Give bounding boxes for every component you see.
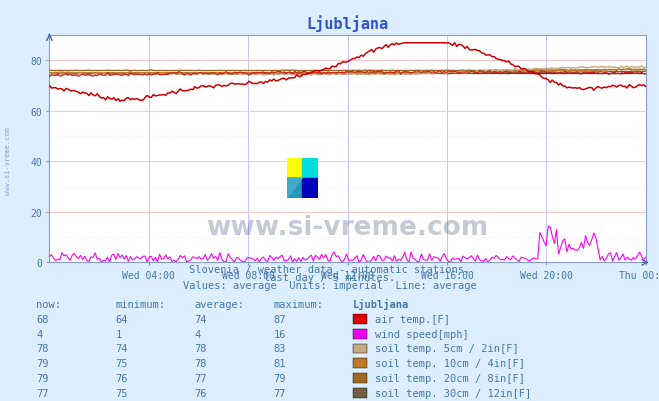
Text: 1: 1: [115, 329, 121, 339]
Text: 68: 68: [36, 314, 49, 324]
Text: 77: 77: [36, 388, 49, 398]
Text: 74: 74: [194, 314, 207, 324]
Text: 4: 4: [194, 329, 200, 339]
Text: 79: 79: [36, 373, 49, 383]
Text: now:: now:: [36, 299, 61, 309]
FancyBboxPatch shape: [353, 388, 367, 398]
FancyBboxPatch shape: [353, 358, 367, 369]
Text: 76: 76: [194, 388, 207, 398]
Text: 81: 81: [273, 358, 286, 369]
Text: 78: 78: [36, 344, 49, 354]
Text: 76: 76: [115, 373, 128, 383]
Text: 77: 77: [194, 373, 207, 383]
Text: soil temp. 5cm / 2in[F]: soil temp. 5cm / 2in[F]: [375, 344, 519, 354]
Text: www.si-vreme.com: www.si-vreme.com: [5, 126, 11, 194]
Text: 79: 79: [273, 373, 286, 383]
FancyBboxPatch shape: [353, 314, 367, 324]
FancyBboxPatch shape: [353, 344, 367, 354]
Text: 75: 75: [115, 358, 128, 369]
Title: Ljubljana: Ljubljana: [306, 15, 389, 32]
Text: soil temp. 10cm / 4in[F]: soil temp. 10cm / 4in[F]: [375, 358, 525, 369]
Bar: [287, 158, 302, 178]
Text: Values: average  Units: imperial  Line: average: Values: average Units: imperial Line: av…: [183, 280, 476, 290]
Text: Ljubljana: Ljubljana: [353, 298, 409, 310]
Text: 75: 75: [115, 388, 128, 398]
Text: soil temp. 30cm / 12in[F]: soil temp. 30cm / 12in[F]: [375, 388, 531, 398]
Text: 74: 74: [115, 344, 128, 354]
FancyBboxPatch shape: [353, 373, 367, 383]
Text: 83: 83: [273, 344, 286, 354]
Polygon shape: [287, 178, 302, 198]
Text: minimum:: minimum:: [115, 299, 165, 309]
Text: 4: 4: [36, 329, 42, 339]
Text: maximum:: maximum:: [273, 299, 324, 309]
Text: average:: average:: [194, 299, 244, 309]
Bar: [302, 178, 318, 198]
Text: 77: 77: [273, 388, 286, 398]
Bar: [302, 158, 318, 178]
Text: 87: 87: [273, 314, 286, 324]
Text: soil temp. 20cm / 8in[F]: soil temp. 20cm / 8in[F]: [375, 373, 525, 383]
Text: Slovenia / weather data - automatic stations.: Slovenia / weather data - automatic stat…: [189, 264, 470, 274]
Text: 78: 78: [194, 344, 207, 354]
Polygon shape: [287, 178, 302, 198]
Text: www.si-vreme.com: www.si-vreme.com: [206, 214, 489, 240]
Text: 79: 79: [36, 358, 49, 369]
Text: air temp.[F]: air temp.[F]: [375, 314, 450, 324]
Text: wind speed[mph]: wind speed[mph]: [375, 329, 469, 339]
Text: 78: 78: [194, 358, 207, 369]
Text: last day / 5 minutes.: last day / 5 minutes.: [264, 272, 395, 282]
Text: 64: 64: [115, 314, 128, 324]
Text: 16: 16: [273, 329, 286, 339]
FancyBboxPatch shape: [353, 329, 367, 339]
